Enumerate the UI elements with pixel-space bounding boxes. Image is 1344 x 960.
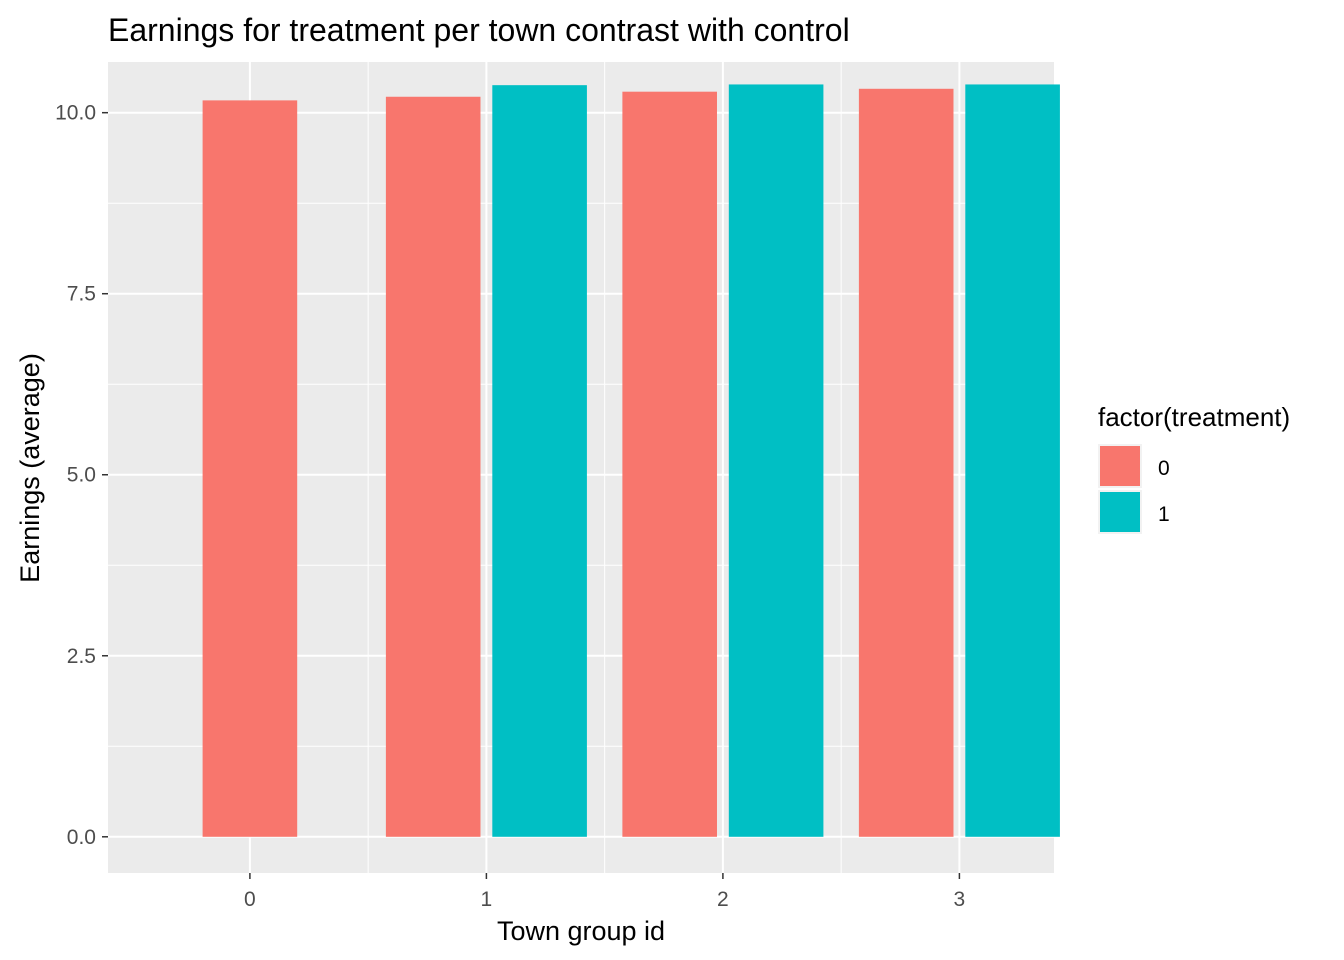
x-tick-label: 3 [954,888,966,911]
y-tick-label: 10.0 [55,102,96,125]
bar-town-1-treatment-1 [492,85,587,837]
x-tick-label: 2 [717,888,729,911]
legend-swatch-1 [1100,492,1140,532]
legend-swatch-0 [1100,446,1140,486]
x-axis: 0 1 2 3 [244,873,965,911]
y-tick-label: 2.5 [67,645,96,668]
bar-town-3-treatment-1 [965,84,1060,837]
bar-town-0-treatment-0 [202,100,298,837]
x-tick-label: 0 [244,888,256,911]
x-tick-label: 1 [481,888,493,911]
bar-town-1-treatment-0 [385,96,481,837]
legend-label-0: 0 [1158,457,1170,480]
legend-label-1: 1 [1158,503,1170,526]
y-tick-label: 5.0 [67,464,96,487]
y-axis: 0.0 2.5 5.0 7.5 10.0 [55,102,108,849]
x-axis-title: Town group id [497,916,665,946]
y-axis-title: Earnings (average) [15,353,45,583]
y-tick-label: 0.0 [67,826,96,849]
legend: factor(treatment) 0 1 [1098,402,1290,534]
y-tick-label: 7.5 [67,283,96,306]
bar-town-2-treatment-1 [728,84,824,837]
legend-title: factor(treatment) [1098,402,1290,432]
bar-town-2-treatment-0 [622,91,717,837]
bar-town-3-treatment-0 [858,88,954,837]
bars-layer [202,84,1060,837]
chart-title: Earnings for treatment per town contrast… [108,12,850,48]
